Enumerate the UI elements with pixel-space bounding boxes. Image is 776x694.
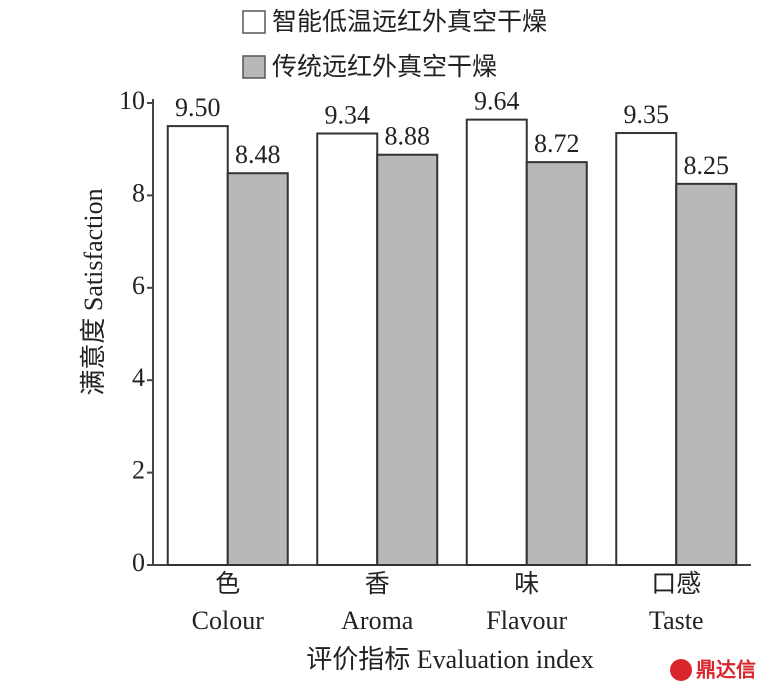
value-label: 9.35 bbox=[624, 100, 670, 129]
value-label: 9.50 bbox=[175, 93, 221, 122]
bar bbox=[465, 118, 528, 567]
value-label: 9.64 bbox=[474, 87, 520, 116]
bar bbox=[376, 153, 439, 567]
legend-label: 传统远红外真空干燥 bbox=[272, 52, 497, 81]
x-tick-label: 香 bbox=[365, 569, 390, 598]
watermark: 鼎达信 bbox=[696, 658, 756, 682]
x-tick-sublabel: Taste bbox=[649, 606, 704, 635]
value-label: 8.72 bbox=[534, 129, 580, 158]
x-axis-title: 评价指标 Evaluation index bbox=[306, 645, 593, 674]
value-label: 8.48 bbox=[235, 140, 281, 169]
bar bbox=[166, 125, 229, 566]
x-tick-label: 味 bbox=[514, 569, 539, 598]
x-tick-sublabel: Aroma bbox=[341, 606, 414, 635]
x-tick-label: 色 bbox=[215, 569, 240, 598]
bar bbox=[675, 182, 738, 566]
bar bbox=[226, 172, 289, 566]
y-tick-label: 2 bbox=[132, 456, 145, 485]
watermark-icon bbox=[670, 659, 692, 681]
bar bbox=[525, 161, 588, 567]
value-label: 8.88 bbox=[385, 122, 431, 151]
y-axis-title: 满意度 Satisfaction bbox=[79, 188, 108, 395]
bar bbox=[316, 132, 379, 566]
value-label: 9.34 bbox=[325, 100, 371, 129]
y-tick-label: 6 bbox=[132, 271, 145, 300]
y-tick-label: 10 bbox=[119, 86, 145, 115]
y-tick-label: 0 bbox=[132, 548, 145, 577]
y-tick-label: 8 bbox=[132, 178, 145, 207]
legend-swatch bbox=[242, 10, 266, 34]
legend-label: 智能低温远红外真空干燥 bbox=[272, 7, 547, 36]
legend-swatch bbox=[242, 55, 266, 79]
value-label: 8.25 bbox=[684, 151, 730, 180]
bar bbox=[615, 132, 678, 566]
x-tick-sublabel: Colour bbox=[192, 606, 265, 635]
x-tick-sublabel: Flavour bbox=[486, 606, 567, 635]
x-tick-label: 口感 bbox=[651, 569, 701, 598]
y-tick-label: 4 bbox=[132, 363, 145, 392]
